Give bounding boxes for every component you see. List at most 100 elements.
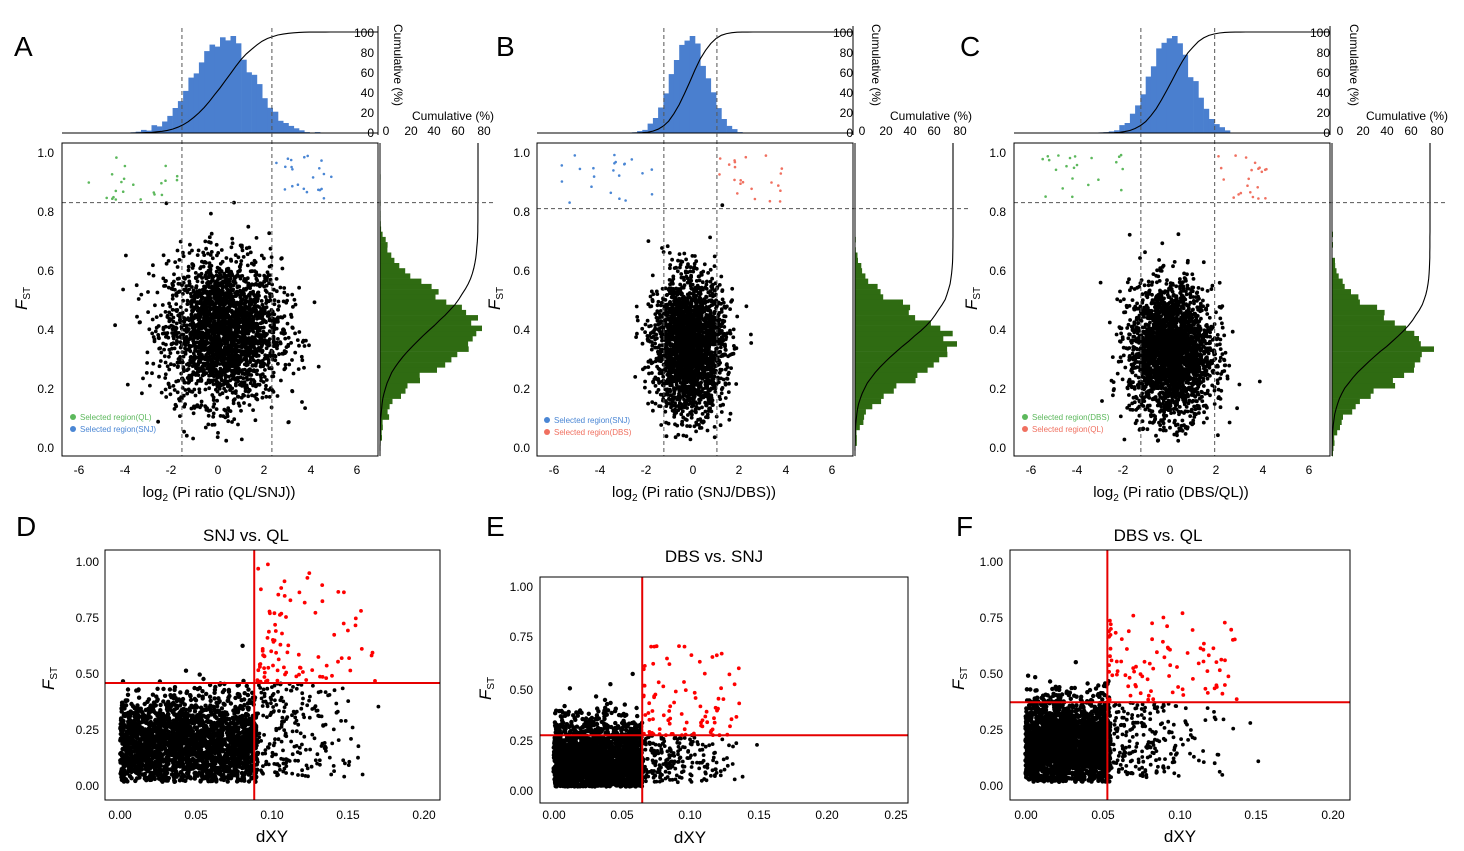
scatter-point bbox=[209, 307, 214, 311]
scatter-point bbox=[694, 420, 699, 425]
scatter-point bbox=[136, 297, 141, 301]
scatter-point bbox=[232, 397, 237, 401]
scatter-point bbox=[222, 382, 227, 386]
scatter-point bbox=[257, 334, 261, 339]
scatter-point bbox=[259, 299, 264, 303]
scatter-point bbox=[206, 290, 211, 295]
scatter-point bbox=[656, 388, 661, 392]
y-tick-label: 0.4 bbox=[37, 323, 54, 337]
scatter-point bbox=[220, 285, 225, 290]
histogram-bar bbox=[380, 429, 382, 436]
scatter-point bbox=[673, 435, 678, 440]
scatter-point bbox=[210, 423, 215, 427]
scatter-point bbox=[198, 266, 203, 271]
histogram-bar bbox=[256, 84, 263, 133]
scatter-point bbox=[723, 347, 728, 352]
scatter-point bbox=[252, 282, 257, 287]
scatter-point bbox=[214, 273, 219, 278]
scatter-point bbox=[198, 405, 202, 410]
selected-point bbox=[275, 161, 278, 165]
scatter-point bbox=[302, 365, 306, 370]
scatter-point bbox=[187, 251, 192, 255]
scatter-point bbox=[235, 394, 240, 399]
selected-point bbox=[302, 187, 306, 191]
scatter-point bbox=[251, 291, 256, 296]
cum-tick-label: 100 bbox=[354, 26, 374, 40]
histogram-bar bbox=[380, 383, 408, 389]
scatter-point bbox=[226, 273, 231, 278]
scatter-point bbox=[236, 329, 241, 334]
scatter-point bbox=[163, 284, 168, 288]
scatter-point bbox=[267, 281, 271, 286]
histogram-bar bbox=[380, 294, 436, 300]
scatter-point bbox=[196, 248, 201, 253]
scatter-point bbox=[177, 318, 182, 323]
scatter-point bbox=[162, 347, 167, 352]
scatter-point bbox=[299, 354, 304, 359]
scatter-point bbox=[178, 414, 182, 418]
scatter-point bbox=[240, 248, 245, 253]
x-tick-label: -2 bbox=[166, 463, 177, 477]
histogram-bar bbox=[299, 130, 305, 133]
scatter-point bbox=[236, 422, 240, 427]
scatter-point bbox=[207, 284, 211, 289]
scatter-point bbox=[266, 273, 271, 277]
scatter-point bbox=[193, 271, 198, 275]
histogram-bar bbox=[380, 372, 420, 378]
scatter-point bbox=[201, 356, 206, 361]
scatter-point bbox=[195, 289, 200, 294]
scatter-point bbox=[211, 325, 216, 330]
scatter-point bbox=[278, 315, 283, 320]
scatter-point bbox=[300, 340, 305, 344]
scatter-point bbox=[242, 372, 247, 376]
scatter-point bbox=[204, 260, 208, 265]
x-tick-label: 2 bbox=[261, 463, 268, 477]
scatter-point bbox=[666, 421, 671, 426]
cum-tick-label: 0 bbox=[367, 126, 374, 140]
scatter-point bbox=[223, 319, 228, 324]
scatter-point bbox=[702, 262, 707, 267]
scatter-point bbox=[223, 408, 228, 413]
scatter-point bbox=[170, 293, 175, 298]
scatter-point bbox=[727, 370, 731, 375]
legend-marker bbox=[70, 426, 76, 432]
histogram-bar bbox=[272, 111, 279, 133]
scatter-point bbox=[205, 366, 210, 371]
scatter-point bbox=[235, 285, 240, 290]
selected-point bbox=[115, 156, 118, 159]
scatter-point bbox=[255, 295, 260, 299]
scatter-point bbox=[697, 391, 701, 396]
scatter-point bbox=[226, 358, 230, 363]
scatter-point bbox=[266, 313, 271, 318]
scatter-point bbox=[203, 345, 208, 350]
scatter-point bbox=[291, 371, 296, 376]
scatter-point bbox=[657, 404, 661, 408]
scatter-point bbox=[676, 378, 680, 383]
scatter-point bbox=[316, 364, 321, 369]
scatter-point bbox=[166, 285, 171, 290]
scatter-point bbox=[167, 385, 172, 390]
scatter-point bbox=[163, 310, 168, 314]
scatter-point bbox=[181, 369, 186, 373]
scatter-point bbox=[202, 288, 207, 292]
scatter-point bbox=[717, 394, 722, 399]
scatter-point bbox=[646, 365, 651, 369]
histogram-bar bbox=[380, 315, 478, 321]
histogram-bar bbox=[380, 409, 388, 415]
histogram-bar bbox=[380, 356, 452, 363]
scatter-point bbox=[248, 297, 253, 301]
scatter-point bbox=[150, 331, 155, 336]
cum-tick-label: 0 bbox=[383, 124, 390, 138]
scatter-point bbox=[217, 266, 222, 271]
histogram-bar bbox=[710, 92, 717, 133]
scatter-point bbox=[183, 352, 188, 356]
scatter-point bbox=[271, 370, 276, 375]
top-histogram bbox=[62, 26, 379, 135]
scatter-point bbox=[245, 252, 250, 257]
scatter-point bbox=[648, 294, 653, 299]
scatter-point bbox=[650, 273, 655, 278]
scatter-point bbox=[255, 372, 259, 376]
selected-point bbox=[290, 165, 293, 169]
scatter-point bbox=[197, 387, 202, 392]
selected-point bbox=[322, 197, 326, 200]
